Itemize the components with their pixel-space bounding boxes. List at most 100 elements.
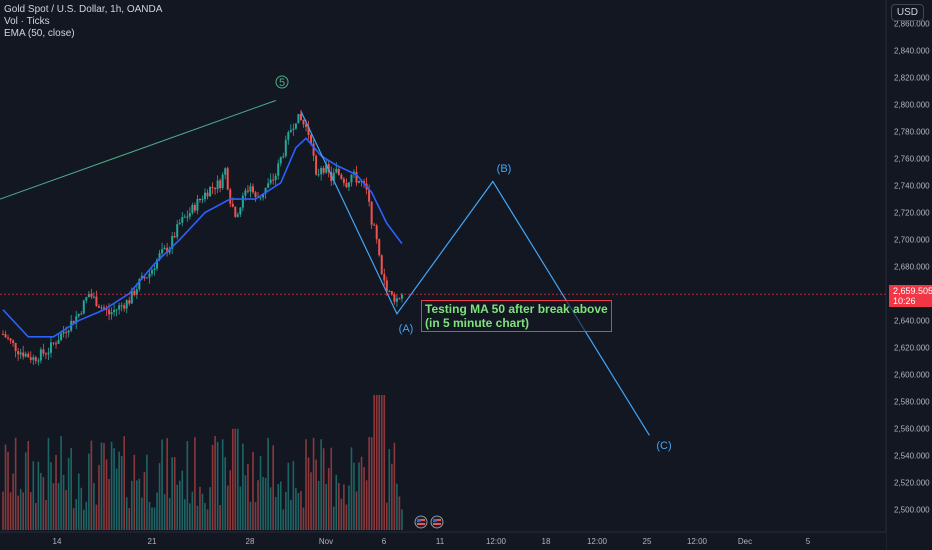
wave-label-a: (A) bbox=[399, 323, 414, 335]
candle-body bbox=[219, 180, 222, 189]
volume-bar bbox=[93, 483, 95, 530]
volume-bar bbox=[184, 499, 186, 530]
candle-body bbox=[305, 124, 307, 127]
candle-body bbox=[267, 183, 270, 188]
volume-bar bbox=[226, 485, 229, 530]
candle-body bbox=[113, 309, 116, 313]
volume-bar bbox=[264, 477, 267, 530]
candle-body bbox=[380, 255, 383, 275]
volume-bar bbox=[386, 502, 388, 530]
volume-bar bbox=[247, 464, 249, 530]
volume-bar bbox=[163, 494, 166, 530]
price-tick-label: 2,620.000 bbox=[894, 344, 930, 353]
volume-bar bbox=[19, 488, 22, 530]
volume-bar bbox=[201, 493, 204, 530]
volume-bar bbox=[47, 437, 50, 530]
trend-line bbox=[0, 99, 276, 200]
volume-bar bbox=[70, 448, 72, 530]
candle-body bbox=[118, 305, 121, 310]
wave-label-b: (B) bbox=[497, 163, 512, 175]
volume-bar bbox=[375, 395, 378, 530]
candle-body bbox=[150, 269, 153, 274]
candle-body bbox=[2, 334, 4, 336]
volume-bar bbox=[60, 436, 62, 530]
volume-bar bbox=[290, 499, 292, 530]
time-axis[interactable]: 14 21 28 Nov 6 11 12:00 18 12:00 25 12:00 Dec 5 bbox=[0, 531, 886, 550]
volume-bar bbox=[327, 468, 330, 530]
volume-bar bbox=[156, 492, 158, 530]
currency-button[interactable]: USD bbox=[890, 4, 924, 21]
volume-indicator-label[interactable]: Vol · Ticks bbox=[4, 16, 50, 27]
candle-body bbox=[19, 352, 22, 355]
annotation-box[interactable]: Testing MA 50 after break above (in 5 mi… bbox=[421, 300, 612, 332]
volume-bar bbox=[305, 439, 307, 530]
volume-bar bbox=[257, 480, 259, 530]
candle-body bbox=[299, 113, 302, 121]
volume-bar bbox=[100, 442, 103, 530]
volume-bar bbox=[32, 461, 35, 530]
candle-body bbox=[115, 309, 118, 311]
candle-body bbox=[67, 330, 70, 333]
candle-body bbox=[135, 289, 138, 295]
wave-label-five: 5 bbox=[279, 77, 285, 89]
volume-bar bbox=[196, 505, 199, 530]
candle-body bbox=[234, 206, 237, 217]
volume-bar bbox=[312, 437, 315, 530]
volume-bar bbox=[252, 451, 254, 530]
elliott-wave-abc bbox=[300, 111, 650, 436]
volume-bar bbox=[158, 463, 161, 530]
candle-body bbox=[279, 157, 282, 164]
candle-body bbox=[158, 253, 161, 260]
candle-body bbox=[77, 313, 80, 317]
time-tick-label: 21 bbox=[148, 537, 157, 546]
candle-body bbox=[249, 186, 252, 192]
ema-indicator-label[interactable]: EMA (50, close) bbox=[4, 28, 75, 39]
time-tick-label: Nov bbox=[319, 537, 333, 546]
candle-body bbox=[196, 199, 199, 211]
volume-bar bbox=[221, 439, 224, 530]
volume-bar bbox=[113, 448, 115, 530]
volume-bar bbox=[388, 449, 391, 530]
volume-bar bbox=[295, 487, 297, 530]
volume-bar bbox=[254, 502, 257, 530]
volume-bar bbox=[88, 453, 90, 530]
candle-body bbox=[17, 351, 20, 355]
candle-body bbox=[97, 306, 100, 308]
volume-bar bbox=[52, 483, 55, 530]
candle-body bbox=[110, 312, 113, 315]
price-axis[interactable]: 2,860.000 2,840.000 2,820.000 2,800.000 2,78… bbox=[885, 0, 932, 550]
volume-bar bbox=[282, 509, 285, 530]
time-tick-label: 18 bbox=[542, 537, 551, 546]
volume-bar bbox=[35, 503, 37, 530]
volume-bar bbox=[115, 468, 118, 530]
volume-bar bbox=[29, 492, 32, 530]
event-flags[interactable] bbox=[414, 515, 444, 529]
volume-bar bbox=[231, 428, 234, 530]
candle-body bbox=[347, 182, 350, 188]
volume-bar bbox=[72, 508, 75, 530]
volume-bar bbox=[120, 456, 123, 530]
time-tick-label: Dec bbox=[738, 537, 752, 546]
candle-body bbox=[274, 175, 277, 181]
volume-bar bbox=[14, 437, 17, 530]
candle-body bbox=[128, 300, 131, 304]
volume-bar bbox=[22, 492, 24, 530]
volume-bar bbox=[315, 459, 317, 530]
candle-body bbox=[229, 189, 232, 204]
volume-bar bbox=[148, 501, 151, 530]
volume-bar bbox=[153, 507, 156, 530]
volume-bar bbox=[77, 473, 80, 530]
candle-body bbox=[120, 305, 123, 307]
volume-bar bbox=[4, 444, 7, 530]
volume-bar bbox=[75, 498, 78, 530]
candle-body bbox=[123, 305, 126, 309]
volume-bar bbox=[7, 451, 9, 530]
candle-body bbox=[14, 343, 17, 352]
volume-bar bbox=[267, 438, 269, 530]
volume-bar bbox=[138, 478, 141, 530]
symbol-title[interactable]: Gold Spot / U.S. Dollar, 1h, OANDA bbox=[4, 4, 163, 15]
candle-body bbox=[284, 139, 287, 157]
candle-body bbox=[186, 216, 189, 218]
candle-body bbox=[153, 268, 156, 270]
